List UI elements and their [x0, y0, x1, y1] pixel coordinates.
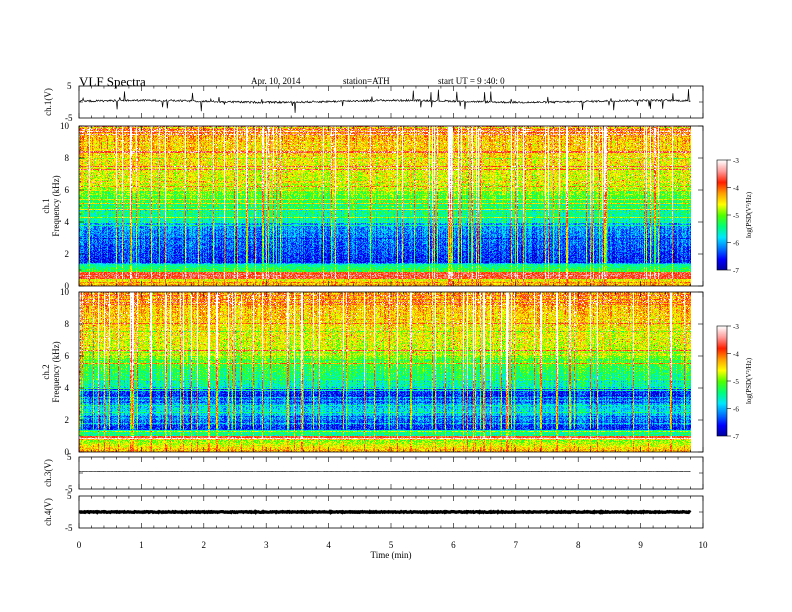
panel-frame	[78, 291, 704, 453]
y-tick-label: -5	[65, 484, 73, 494]
y-tick-label: 2	[65, 415, 70, 425]
y-tick-label: 0	[65, 447, 70, 457]
colorbar-frame	[716, 325, 728, 437]
colorbar-tick-label: -6	[733, 240, 739, 248]
colorbar-tick-label: -3	[733, 323, 739, 331]
y-tick-label: 5	[67, 452, 72, 462]
x-tick-label: 6	[451, 540, 456, 550]
date-label: Apr. 10, 2014	[251, 76, 301, 86]
y-axis-label: ch.4(V)	[43, 498, 53, 526]
ch1-colorbar	[717, 160, 727, 270]
colorbar-label: log(PSD(V²/Hz)	[745, 357, 753, 404]
y-tick-label: 5	[67, 491, 72, 501]
x-axis-label: Time (min)	[371, 550, 412, 560]
panel-frame	[78, 125, 704, 287]
colorbar-tick-label: -4	[733, 185, 739, 193]
ch1-spectrogram	[79, 126, 703, 286]
y-axis-label: ch.1(V)	[43, 88, 53, 116]
y-tick-label: 10	[60, 287, 70, 297]
colorbar-tick-label: -5	[733, 378, 739, 386]
y-tick-label: 5	[67, 81, 72, 91]
station-label: station=ATH	[343, 76, 390, 86]
channel-label: ch.2	[41, 364, 51, 379]
y-tick-label: 0	[65, 281, 70, 291]
x-tick-label: 1	[139, 540, 144, 550]
colorbar-tick-label: -4	[733, 351, 739, 359]
ch2-spectrogram	[79, 292, 703, 452]
y-axis-label: Frequency (kHz)	[51, 175, 61, 236]
y-axis-label: Frequency (kHz)	[51, 341, 61, 402]
y-tick-label: -5	[65, 523, 73, 533]
y-tick-label: 4	[65, 383, 70, 393]
x-tick-label: 2	[202, 540, 207, 550]
x-tick-label: 0	[77, 540, 82, 550]
y-axis-label: ch.3(V)	[43, 459, 53, 487]
colorbar-label: log(PSD(V²/Hz)	[745, 191, 753, 238]
y-tick-label: 4	[65, 217, 70, 227]
y-tick-label: 8	[65, 153, 70, 163]
y-tick-label: 2	[65, 249, 70, 259]
y-tick-label: 10	[60, 121, 70, 131]
ch1-waveform-line	[78, 89, 691, 113]
colorbar-tick-label: -5	[733, 212, 739, 220]
colorbar-tick-label: -7	[733, 267, 739, 275]
x-tick-label: 9	[638, 540, 643, 550]
x-tick-label: 5	[389, 540, 394, 550]
ch4-waveform-line	[78, 509, 692, 515]
colorbar-tick-label: -7	[733, 433, 739, 441]
x-tick-label: 7	[514, 540, 519, 550]
figure-title: VLF Spectra	[79, 74, 146, 89]
y-tick-label: -5	[65, 113, 73, 123]
y-tick-label: 6	[65, 351, 70, 361]
x-tick-label: 3	[264, 540, 269, 550]
x-tick-label: 10	[699, 540, 709, 550]
colorbar-tick-label: -3	[733, 157, 739, 165]
channel-label: ch.1	[41, 198, 51, 213]
y-tick-label: 8	[65, 319, 70, 329]
colorbar-frame	[716, 159, 728, 271]
ch2-colorbar	[717, 326, 727, 436]
y-tick-label: 6	[65, 185, 70, 195]
start-time-label: start UT = 9 :40: 0	[438, 76, 505, 86]
x-tick-label: 8	[576, 540, 581, 550]
x-tick-label: 4	[326, 540, 331, 550]
colorbar-tick-label: -6	[733, 406, 739, 414]
